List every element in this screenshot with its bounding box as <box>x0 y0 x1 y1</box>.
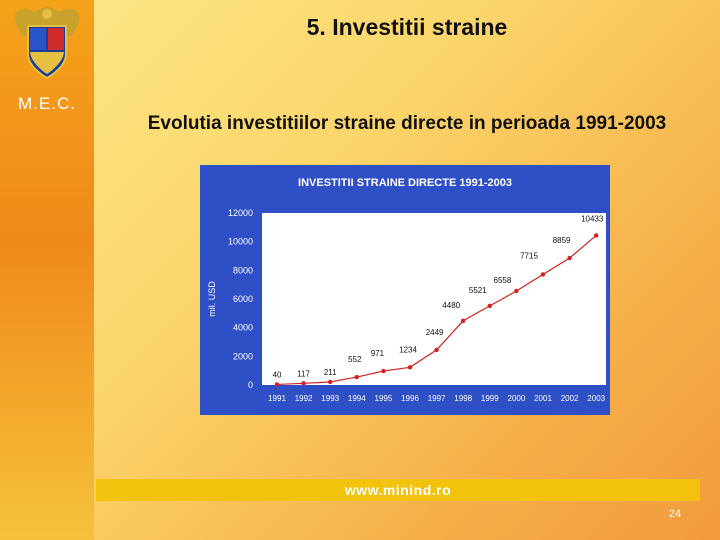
x-tick-label: 1991 <box>268 394 286 403</box>
data-label: 6558 <box>494 276 512 285</box>
x-tick-label: 1998 <box>454 394 472 403</box>
data-label: 211 <box>324 368 337 377</box>
data-point <box>301 381 306 386</box>
slide-title: 5. Investitii straine <box>306 14 508 40</box>
data-point <box>354 374 359 380</box>
x-tick-label: 1992 <box>295 394 313 403</box>
x-tick-label: 2002 <box>561 394 579 403</box>
data-point <box>328 379 333 385</box>
page-number: 24 <box>668 508 682 520</box>
x-tick-label: 2001 <box>534 394 552 403</box>
y-tick-label: 12000 <box>228 208 253 218</box>
x-tick-label: 1995 <box>375 394 393 403</box>
x-tick-label: 1999 <box>481 394 499 403</box>
data-point <box>540 272 546 277</box>
data-label: 10433 <box>581 214 604 223</box>
data-label: 552 <box>348 355 362 364</box>
y-tick-label: 2000 <box>233 351 253 361</box>
y-tick-label: 4000 <box>233 323 253 333</box>
data-label: 40 <box>273 370 282 379</box>
data-label: 117 <box>297 369 310 378</box>
data-point <box>514 288 519 294</box>
x-tick-label: 2000 <box>508 394 526 403</box>
x-tick-label: 1997 <box>428 394 446 403</box>
data-point <box>274 382 280 387</box>
y-tick-label: 10000 <box>228 237 253 247</box>
data-point <box>594 233 599 238</box>
x-tick-label: 1996 <box>401 394 419 403</box>
data-point <box>487 303 492 309</box>
slide-subtitle: Evolutia investitiilor straine directe i… <box>147 113 667 134</box>
sidebar-label: M.E.C. <box>18 94 76 113</box>
y-tick-label: 6000 <box>233 294 253 304</box>
data-label: 971 <box>371 349 385 358</box>
sidebar: M.E.C. <box>0 0 94 540</box>
x-tick-label: 2003 <box>587 394 605 403</box>
data-point <box>434 347 439 353</box>
chart-panel: INVESTITII STRAINE DIRECTE 1991-2003 mil.… <box>200 165 610 415</box>
y-tick-label: 8000 <box>233 265 253 275</box>
y-tick-label: 0 <box>248 380 253 390</box>
plot-area <box>262 213 606 385</box>
x-tick-label: 1994 <box>348 394 366 403</box>
x-tick-label: 1993 <box>321 394 339 403</box>
data-point <box>461 318 466 323</box>
fdi-line-chart: INVESTITII STRAINE DIRECTE 1991-2003 mil.… <box>207 177 606 403</box>
data-label: 1234 <box>399 345 417 354</box>
data-label: 4480 <box>442 301 460 310</box>
y-axis-label: mil. USD <box>207 281 217 317</box>
romanian-coat-of-arms-icon <box>14 6 80 80</box>
data-label: 8859 <box>553 236 571 245</box>
data-label: 5521 <box>469 286 487 295</box>
data-point <box>567 255 572 261</box>
data-label: 2449 <box>426 328 444 337</box>
data-label: 7715 <box>520 251 538 260</box>
data-point <box>381 368 386 374</box>
footer-link[interactable]: www.minind.ro <box>96 479 700 501</box>
data-point <box>407 365 413 370</box>
chart-title: INVESTITII STRAINE DIRECTE 1991-2003 <box>298 177 512 189</box>
